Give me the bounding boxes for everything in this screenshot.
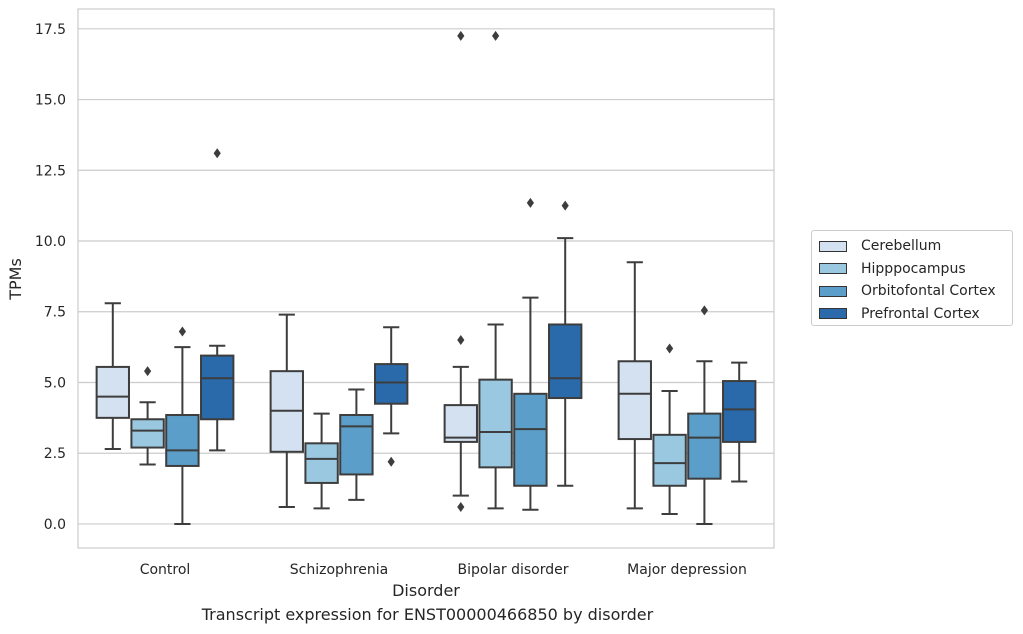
x-tick-label: Control [140,562,191,578]
x-tick-labels: Control Schizophrenia Bipolar disorder Majo… [140,562,747,578]
box-iqr [617,360,652,441]
y-tick-label: 7.5 [44,305,66,321]
box-orbitofontal-cortex-major-depression [687,305,722,525]
outlier-point [700,305,708,316]
legend-swatch-hippocampus [819,263,847,275]
box-iqr [513,392,548,487]
legend-label-hippocampus: Hipppocampus [861,260,966,277]
outlier-point [457,501,465,512]
legend-item-orbitofrontal-cortex: Orbitofontal Cortex [819,280,1004,303]
box-hipppocampus-bipolar-disorder [478,30,513,510]
y-axis-label: TPMs [6,258,25,301]
box-iqr [478,378,513,469]
outlier-point [213,148,221,159]
box-prefrontal-cortex-schizophrenia [374,326,409,467]
box-orbitofontal-cortex-schizophrenia [339,388,374,501]
box-prefrontal-cortex-bipolar-disorder [548,200,583,487]
x-tick-label: Major depression [627,562,747,578]
y-tick-label: 17.5 [35,22,66,38]
box-hipppocampus-control [130,366,165,466]
legend: Cerebellum Hipppocampus Orbitofontal Cor… [811,230,1013,326]
box-prefrontal-cortex-major-depression [722,361,757,483]
y-tick-label: 10.0 [35,234,66,250]
legend-item-prefrontal-cortex: Prefrontal Cortex [819,303,1004,326]
box-iqr [304,442,339,484]
outlier-point [144,366,152,377]
y-tick-label: 0.0 [44,517,66,533]
outlier-point [666,343,674,354]
outlier-point [457,335,465,346]
outlier-point [457,30,465,41]
box-orbitofontal-cortex-control [165,326,200,525]
outlier-point [387,456,395,467]
legend-label-prefrontal-cortex: Prefrontal Cortex [861,305,980,322]
y-tick-label: 12.5 [35,163,66,179]
outlier-point [178,326,186,337]
box-iqr [339,414,374,476]
box-iqr [165,414,200,467]
legend-swatch-cerebellum [819,240,847,252]
box-iqr [374,363,409,405]
chart-caption: Transcript expression for ENST0000046685… [201,605,654,624]
box-iqr [443,404,478,443]
box-hipppocampus-major-depression [652,343,687,516]
box-orbitofontal-cortex-bipolar-disorder [513,197,548,511]
legend-item-hippocampus: Hipppocampus [819,258,1004,281]
box-iqr [130,418,165,449]
box-iqr [722,380,757,443]
box-prefrontal-cortex-control [200,148,235,452]
outlier-point [492,30,500,41]
box-iqr [200,354,235,421]
legend-swatch-orbitofrontal-cortex [819,285,847,297]
x-tick-label: Schizophrenia [290,562,388,578]
legend-label-cerebellum: Cerebellum [861,238,942,255]
box-iqr [652,433,687,487]
box-cerebellum-bipolar-disorder [443,30,478,512]
legend-item-cerebellum: Cerebellum [819,235,1004,258]
box-iqr [548,323,583,400]
box-iqr [687,412,722,480]
boxes [95,30,757,525]
outlier-point [526,197,534,208]
outlier-point [561,200,569,211]
y-tick-label: 15.0 [35,93,66,109]
legend-label-orbitofrontal-cortex: Orbitofontal Cortex [861,283,996,300]
box-cerebellum-control [95,302,130,450]
y-tick-label: 5.0 [44,375,66,391]
y-tick-labels: 0.0 2.5 5.0 7.5 10.0 12.5 15.0 17.5 [35,22,66,533]
box-iqr [95,365,130,419]
legend-swatch-prefrontal-cortex [819,308,847,320]
x-axis-label: Disorder [392,581,460,600]
box-hipppocampus-schizophrenia [304,412,339,510]
x-tick-label: Bipolar disorder [457,562,568,578]
y-tick-label: 2.5 [44,446,66,462]
box-cerebellum-schizophrenia [269,313,304,508]
box-cerebellum-major-depression [617,261,652,510]
plot-frame [77,8,775,549]
